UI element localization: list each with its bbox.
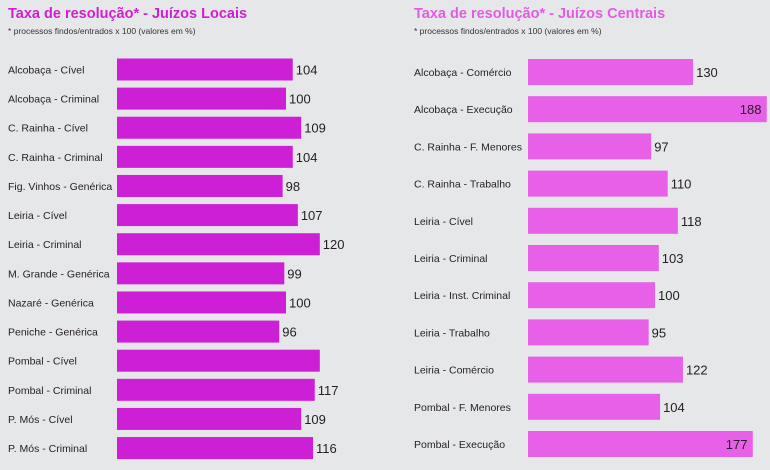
left-bar	[117, 204, 298, 227]
left-category-label: M. Grande - Genérica	[8, 268, 110, 280]
right-bar	[528, 245, 659, 271]
left-category-label: Fig. Vinhos - Genérica	[8, 181, 112, 193]
right-chart-footnote: * processos findos/entrados x 100 (valor…	[414, 26, 602, 36]
left-value-label: 96	[282, 325, 296, 340]
right-value-label: 118	[681, 214, 702, 229]
right-value-label: 130	[696, 65, 718, 80]
left-category-label: Nazaré - Genérica	[8, 297, 94, 309]
right-bar	[528, 59, 694, 85]
left-value-label: 98	[286, 179, 300, 194]
left-category-label: Leiria - Cível	[8, 210, 67, 222]
left-category-label: P. Mós - Criminal	[8, 443, 87, 455]
left-category-label: P. Mós - Cível	[8, 414, 73, 426]
right-category-label: Pombal - F. Menores	[414, 402, 511, 414]
right-category-label: C. Rainha - Trabalho	[414, 179, 511, 191]
right-bar	[528, 170, 668, 197]
left-bar-chart: Alcobaça - Cível 104 Alcobaça - Criminal 10…	[8, 58, 345, 460]
left-category-label: C. Rainha - Criminal	[8, 152, 103, 164]
right-category-label: C. Rainha - F. Menores	[414, 141, 522, 153]
left-bar	[117, 437, 314, 460]
right-value-label: 95	[652, 325, 666, 340]
right-category-label: Pombal - Execução	[414, 439, 505, 451]
right-category-label: Alcobaça - Comércio	[414, 67, 512, 79]
right-value-label: 103	[662, 251, 684, 266]
right-value-label: 104	[663, 400, 685, 415]
right-category-label: Leiria - Cível	[414, 216, 473, 228]
left-bar	[117, 145, 293, 168]
right-value-label: 188	[740, 102, 762, 117]
right-bar	[528, 393, 661, 420]
right-category-label: Leiria - Inst. Criminal	[414, 290, 510, 302]
right-category-label: Leiria - Criminal	[414, 253, 488, 265]
left-value-label: 116	[316, 441, 337, 456]
right-bar	[528, 207, 678, 234]
left-value-label: 109	[304, 412, 326, 427]
right-bar	[528, 133, 652, 160]
right-chart-title: Taxa de resolução* - Juízos Centrais	[414, 6, 666, 22]
right-bar	[528, 431, 753, 457]
left-bar	[117, 291, 286, 314]
left-category-label: C. Rainha - Cível	[8, 123, 88, 135]
right-category-label: Leiria - Comércio	[414, 365, 494, 377]
left-value-label: 104	[296, 150, 318, 165]
left-value-label: 109	[304, 121, 326, 136]
left-bar	[117, 349, 320, 372]
left-bar	[117, 174, 283, 197]
left-category-label: Leiria - Criminal	[8, 239, 82, 251]
right-value-label: 100	[658, 288, 680, 303]
left-category-label: Pombal - Criminal	[8, 385, 91, 397]
left-chart-footnote: * processos findos/entrados x 100 (valor…	[8, 26, 196, 36]
right-bar	[528, 282, 655, 309]
right-category-label: Alcobaça - Execução	[414, 104, 513, 116]
left-chart-title: Taxa de resolução* - Juízos Locais	[8, 6, 248, 22]
left-value-label: 100	[289, 295, 311, 310]
left-category-label: Peniche - Genérica	[8, 327, 98, 339]
right-bar	[528, 319, 649, 346]
right-value-label: 177	[726, 437, 748, 452]
right-value-label: 122	[686, 363, 708, 378]
right-bar	[528, 96, 767, 123]
left-value-label: 100	[289, 92, 311, 107]
left-value-label: 104	[296, 63, 318, 78]
left-bar	[117, 233, 320, 256]
left-bar	[117, 58, 293, 81]
left-bar	[117, 378, 315, 401]
left-bar	[117, 87, 286, 110]
left-bar	[117, 116, 302, 139]
left-value-label: 120	[323, 237, 345, 252]
left-bar	[117, 262, 285, 285]
left-value-label: 107	[301, 208, 323, 223]
right-category-label: Leiria - Trabalho	[414, 327, 490, 339]
left-value-label: 117	[318, 383, 339, 398]
right-value-label: 97	[654, 139, 668, 154]
left-bar	[117, 407, 302, 430]
left-bar	[117, 320, 280, 343]
left-category-label: Alcobaça - Criminal	[8, 94, 99, 106]
right-bar	[528, 356, 683, 383]
left-category-label: Pombal - Cível	[8, 356, 77, 368]
right-value-label: 110	[671, 177, 692, 192]
left-value-label: 99	[287, 266, 301, 281]
left-category-label: Alcobaça - Cível	[8, 65, 84, 77]
